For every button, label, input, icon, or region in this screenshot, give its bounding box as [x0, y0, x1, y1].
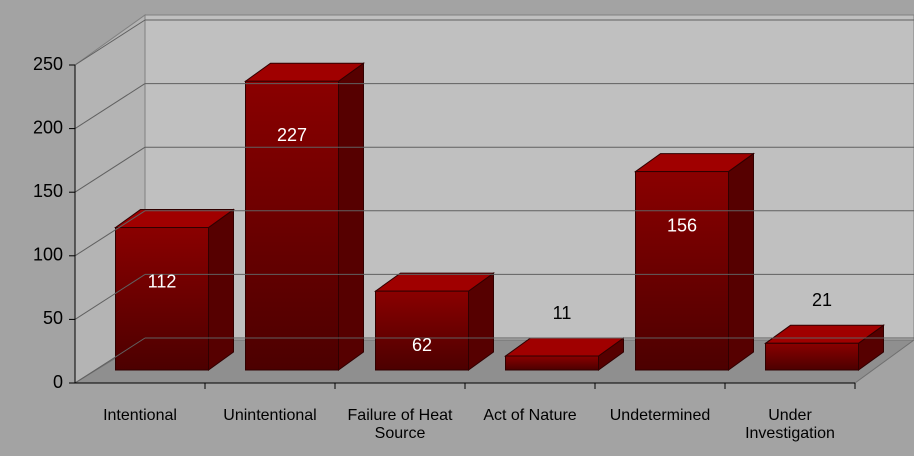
x-tick-label-box: Act of Nature: [483, 407, 577, 424]
value-label: 62: [412, 335, 432, 355]
bar-side: [338, 62, 364, 371]
bar-side: [208, 208, 234, 371]
grid-line: [74, 83, 146, 130]
value-label: 21: [812, 290, 832, 310]
x-tick-label-box: Undetermined: [609, 407, 711, 424]
grid-line: [74, 337, 146, 384]
x-tick-label-box: Intentional: [103, 407, 177, 424]
x-tick-label-box: Under Investigation: [745, 407, 835, 442]
grid-line: [74, 273, 146, 320]
bar: [245, 80, 339, 371]
value-label: 11: [553, 303, 572, 323]
x-tick-label-box: Failure of Heat Source: [347, 407, 453, 442]
x-tick-label: Intentional: [103, 407, 177, 424]
x-tick-label: Unintentional: [223, 407, 317, 424]
y-tick-label: 100: [33, 245, 63, 265]
grid-line: [74, 146, 146, 193]
bar: [115, 227, 209, 371]
bar: [505, 355, 599, 371]
y-tick-label: 250: [33, 54, 63, 74]
x-tick-label: Failure of Heat Source: [347, 407, 453, 442]
bar: [765, 342, 859, 371]
value-label: 227: [277, 125, 307, 145]
y-tick-label: 0: [53, 372, 63, 392]
x-tick-label: Act of Nature: [483, 407, 577, 424]
value-label: 112: [148, 271, 177, 291]
grid-line: [74, 19, 146, 66]
y-tick-label: 200: [33, 117, 63, 137]
bar: [375, 290, 469, 371]
x-tick-label: Under Investigation: [745, 407, 835, 442]
value-label: 156: [667, 215, 697, 235]
y-tick-label: 50: [43, 308, 63, 328]
x-tick-label: Undetermined: [609, 407, 711, 424]
bar: [635, 171, 729, 371]
grid-line: [74, 210, 146, 257]
x-tick-label-box: Unintentional: [223, 407, 317, 424]
y-tick-label: 150: [33, 181, 63, 201]
